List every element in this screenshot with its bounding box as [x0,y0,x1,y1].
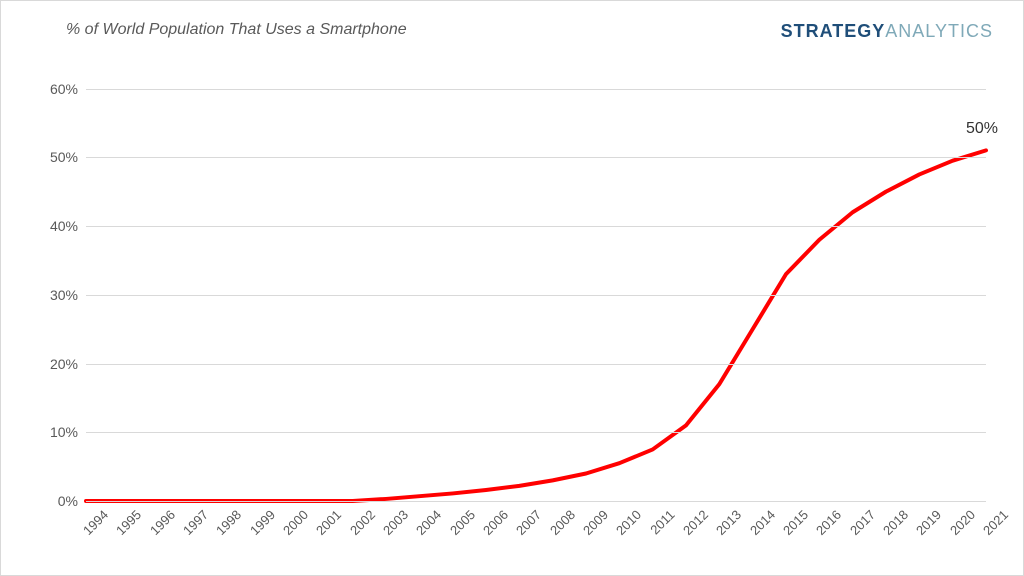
chart-title: % of World Population That Uses a Smartp… [66,21,407,39]
x-axis-label: 2005 [447,507,478,538]
x-axis-label: 2020 [947,507,978,538]
y-axis-label: 60% [50,81,78,97]
data-line [86,150,986,501]
brand-part1: STRATEGY [781,21,886,41]
x-axis-label: 2016 [813,507,844,538]
x-axis-label: 2006 [480,507,511,538]
x-axis-label: 1998 [213,507,244,538]
gridline [86,364,986,365]
y-axis-label: 20% [50,356,78,372]
gridline [86,157,986,158]
y-axis-label: 40% [50,218,78,234]
x-axis-label: 2004 [413,507,444,538]
y-axis-label: 50% [50,149,78,165]
callout-label: 50% [966,120,998,138]
x-axis-label: 2021 [980,507,1011,538]
y-axis-label: 30% [50,287,78,303]
x-axis-label: 1999 [247,507,278,538]
gridline [86,295,986,296]
x-axis-label: 2014 [747,507,778,538]
x-axis-label: 2017 [847,507,878,538]
plot-area: 0%10%20%30%40%50%60%19941995199619971998… [86,61,986,501]
x-axis-label: 2018 [880,507,911,538]
x-axis-label: 1996 [147,507,178,538]
x-axis-label: 2012 [680,507,711,538]
x-axis-label: 2008 [547,507,578,538]
x-axis-label: 1997 [180,507,211,538]
line-series [86,61,986,501]
brand-logo: STRATEGYANALYTICS [781,21,993,42]
x-axis-label: 2007 [513,507,544,538]
gridline [86,501,986,502]
gridline [86,226,986,227]
y-axis-label: 10% [50,424,78,440]
x-axis-label: 2019 [913,507,944,538]
x-axis-label: 1994 [80,507,111,538]
x-axis-label: 2015 [780,507,811,538]
brand-part2: ANALYTICS [885,21,993,41]
x-axis-label: 2009 [580,507,611,538]
x-axis-label: 2001 [313,507,344,538]
chart-frame: % of World Population That Uses a Smartp… [0,0,1024,576]
x-axis-label: 2013 [713,507,744,538]
x-axis-label: 2000 [280,507,311,538]
gridline [86,89,986,90]
x-axis-label: 2010 [613,507,644,538]
y-axis-label: 0% [58,493,78,509]
x-axis-label: 2002 [347,507,378,538]
x-axis-label: 2003 [380,507,411,538]
x-axis-label: 2011 [647,507,677,537]
x-axis-label: 1995 [113,507,144,538]
gridline [86,432,986,433]
